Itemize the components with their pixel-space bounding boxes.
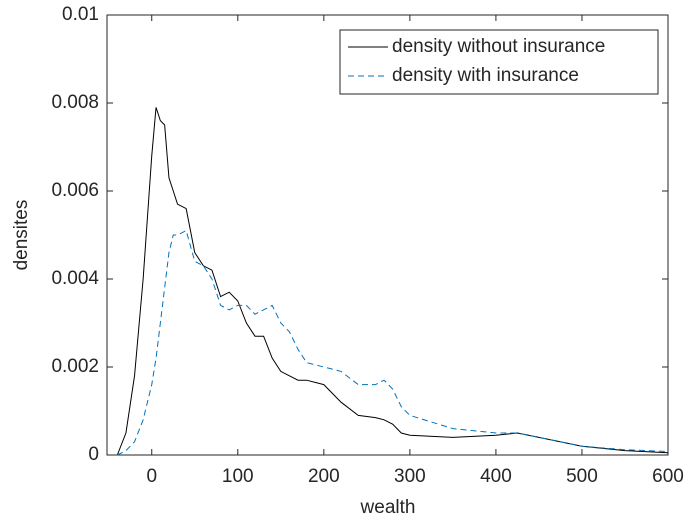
y-tick-label: 0.008 — [51, 92, 99, 113]
x-tick-label: 300 — [394, 466, 426, 487]
y-tick-label: 0.01 — [62, 4, 99, 25]
x-tick-label: 200 — [308, 466, 340, 487]
x-tick-label: 0 — [146, 466, 157, 487]
x-tick-label: 500 — [566, 466, 598, 487]
x-tick-label: 100 — [222, 466, 254, 487]
legend-box — [339, 29, 659, 95]
series-line — [117, 229, 669, 456]
y-tick-label: 0.004 — [51, 268, 99, 289]
legend-label: density without insurance — [392, 36, 605, 57]
x-tick-label: 600 — [652, 466, 684, 487]
x-tick-label: 400 — [480, 466, 512, 487]
y-tick-label: 0 — [88, 444, 99, 465]
series-line — [116, 107, 669, 456]
y-axis-label: densites — [11, 200, 32, 271]
y-tick-label: 0.002 — [51, 356, 99, 377]
y-tick-label: 0.006 — [51, 180, 99, 201]
legend-label: density with insurance — [392, 65, 579, 86]
x-axis-label: wealth — [360, 497, 416, 518]
